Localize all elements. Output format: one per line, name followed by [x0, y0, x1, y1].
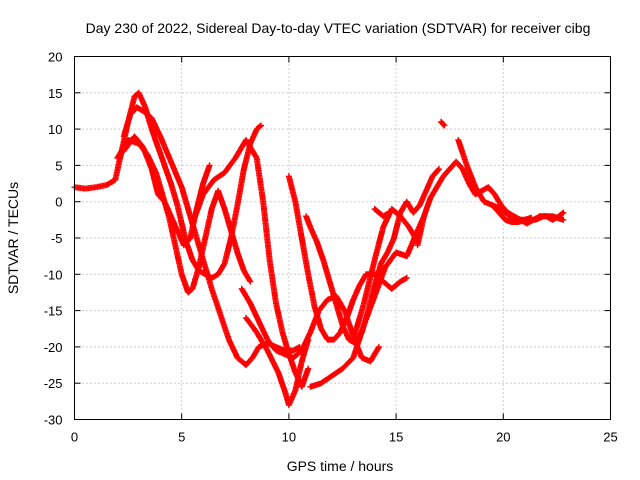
x-tick-label: 5 — [178, 430, 185, 445]
y-tick-label: 10 — [48, 122, 62, 137]
data-points — [243, 314, 312, 408]
x-axis-label: GPS time / hours — [287, 458, 394, 474]
x-tick-label: 10 — [282, 430, 296, 445]
series-arc-8 — [285, 173, 410, 343]
y-tick-label: 0 — [55, 195, 62, 210]
series-arc-16 — [489, 202, 535, 225]
x-tick-label: 25 — [603, 430, 617, 445]
series-arc-12 — [371, 206, 393, 220]
series-arc-15 — [438, 118, 448, 129]
plot-frame — [74, 56, 611, 420]
series-arc-11 — [350, 206, 421, 343]
series-arc-2 — [120, 104, 303, 369]
chart-title: Day 230 of 2022, Sidereal Day-to-day VTE… — [86, 20, 591, 36]
y-axis-label: SDTVAR / TECUs — [5, 182, 21, 294]
y-tick-label: -30 — [44, 413, 63, 428]
data-points — [350, 206, 421, 343]
data-points — [120, 104, 303, 369]
y-tick-label: -10 — [44, 267, 63, 282]
data-points — [455, 137, 567, 223]
x-tick-label: 0 — [71, 430, 78, 445]
y-tick-label: 20 — [48, 50, 62, 65]
y-tick-label: -25 — [44, 376, 63, 391]
y-tick-label: -20 — [44, 340, 63, 355]
grid-lines — [74, 56, 611, 420]
y-tick-label: 5 — [55, 158, 62, 173]
x-tick-label: 20 — [496, 430, 510, 445]
y-tick-label: 15 — [48, 86, 62, 101]
series-arc-14 — [455, 137, 567, 223]
data-points — [371, 206, 393, 220]
data-points — [489, 202, 535, 225]
x-tick-label: 15 — [389, 430, 403, 445]
series-arc-5 — [189, 137, 312, 390]
series-arc-6 — [243, 314, 312, 408]
data-points — [285, 173, 410, 343]
y-tick-label: -5 — [51, 231, 63, 246]
plot-area — [71, 89, 567, 408]
data-points — [438, 118, 448, 129]
data-points — [189, 137, 312, 390]
y-tick-label: -15 — [44, 304, 63, 319]
